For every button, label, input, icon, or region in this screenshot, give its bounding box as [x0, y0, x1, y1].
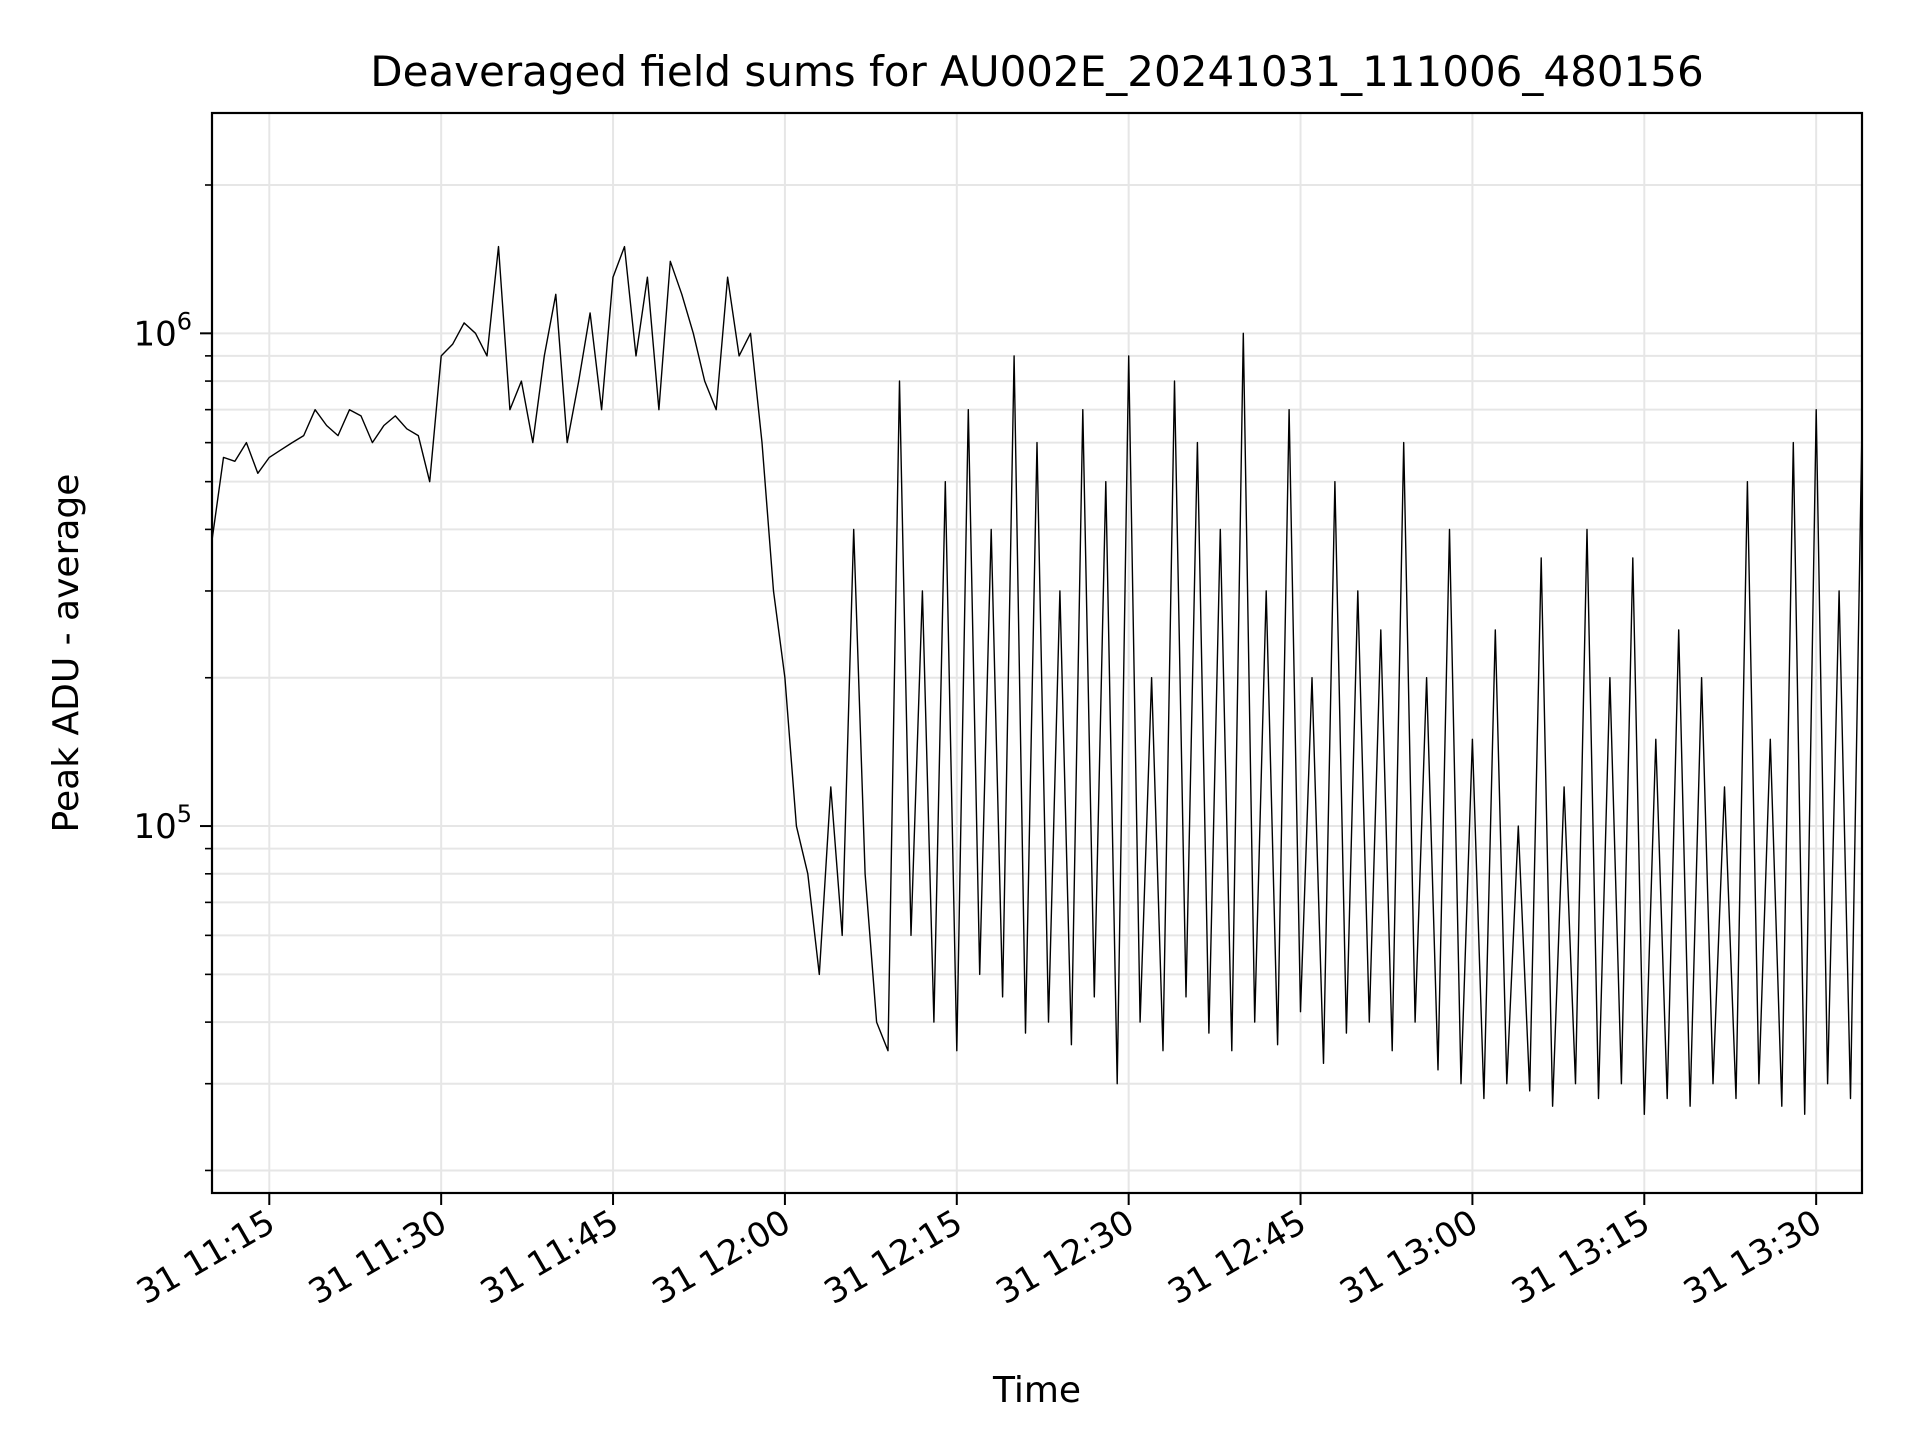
y-tick-label-base: 10: [133, 807, 176, 847]
y-tick-label: 105: [133, 800, 192, 847]
y-tick-label: 106: [133, 307, 192, 354]
x-axis-label: Time: [992, 1370, 1081, 1411]
y-axis-label: Peak ADU - average: [46, 474, 87, 833]
grid-layer: [212, 113, 1862, 1193]
chart-title: Deaveraged field sums for AU002E_2024103…: [370, 47, 1703, 96]
data-line-series: [211, 245, 1863, 1115]
y-tick-label-base: 10: [133, 314, 176, 354]
y-tick-label-exponent: 5: [177, 800, 192, 828]
y-tick-label-exponent: 6: [177, 307, 192, 335]
plot-frame: [210, 111, 1864, 1195]
